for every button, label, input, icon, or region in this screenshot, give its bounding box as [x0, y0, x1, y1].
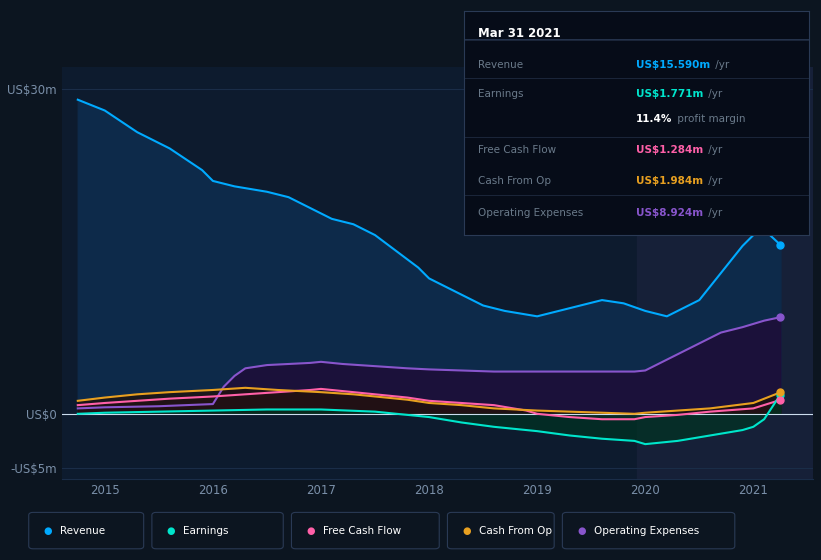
Text: ●: ●: [44, 526, 52, 535]
Text: /yr: /yr: [712, 60, 729, 70]
Text: Cash From Op: Cash From Op: [479, 526, 552, 535]
Text: US$15.590m: US$15.590m: [636, 60, 710, 70]
Text: Operating Expenses: Operating Expenses: [478, 208, 583, 218]
Text: profit margin: profit margin: [674, 114, 745, 124]
Text: ●: ●: [462, 526, 470, 535]
Text: Free Cash Flow: Free Cash Flow: [478, 145, 556, 155]
Text: ●: ●: [577, 526, 585, 535]
Text: ●: ●: [306, 526, 314, 535]
Text: Earnings: Earnings: [183, 526, 228, 535]
Text: Earnings: Earnings: [478, 89, 523, 99]
Text: US$1.284m: US$1.284m: [636, 145, 704, 155]
Text: /yr: /yr: [704, 176, 722, 186]
Text: /yr: /yr: [704, 89, 722, 99]
Text: 11.4%: 11.4%: [636, 114, 672, 124]
Text: Revenue: Revenue: [478, 60, 523, 70]
Text: ●: ●: [167, 526, 175, 535]
Bar: [636, 67, 813, 479]
Text: Operating Expenses: Operating Expenses: [594, 526, 699, 535]
Text: US$1.771m: US$1.771m: [636, 89, 704, 99]
Text: Mar 31 2021: Mar 31 2021: [478, 27, 560, 40]
Text: /yr: /yr: [704, 208, 722, 218]
Text: /yr: /yr: [704, 145, 722, 155]
Text: Free Cash Flow: Free Cash Flow: [323, 526, 401, 535]
Text: US$1.984m: US$1.984m: [636, 176, 704, 186]
Text: Revenue: Revenue: [60, 526, 105, 535]
Text: Cash From Op: Cash From Op: [478, 176, 551, 186]
Text: US$8.924m: US$8.924m: [636, 208, 704, 218]
